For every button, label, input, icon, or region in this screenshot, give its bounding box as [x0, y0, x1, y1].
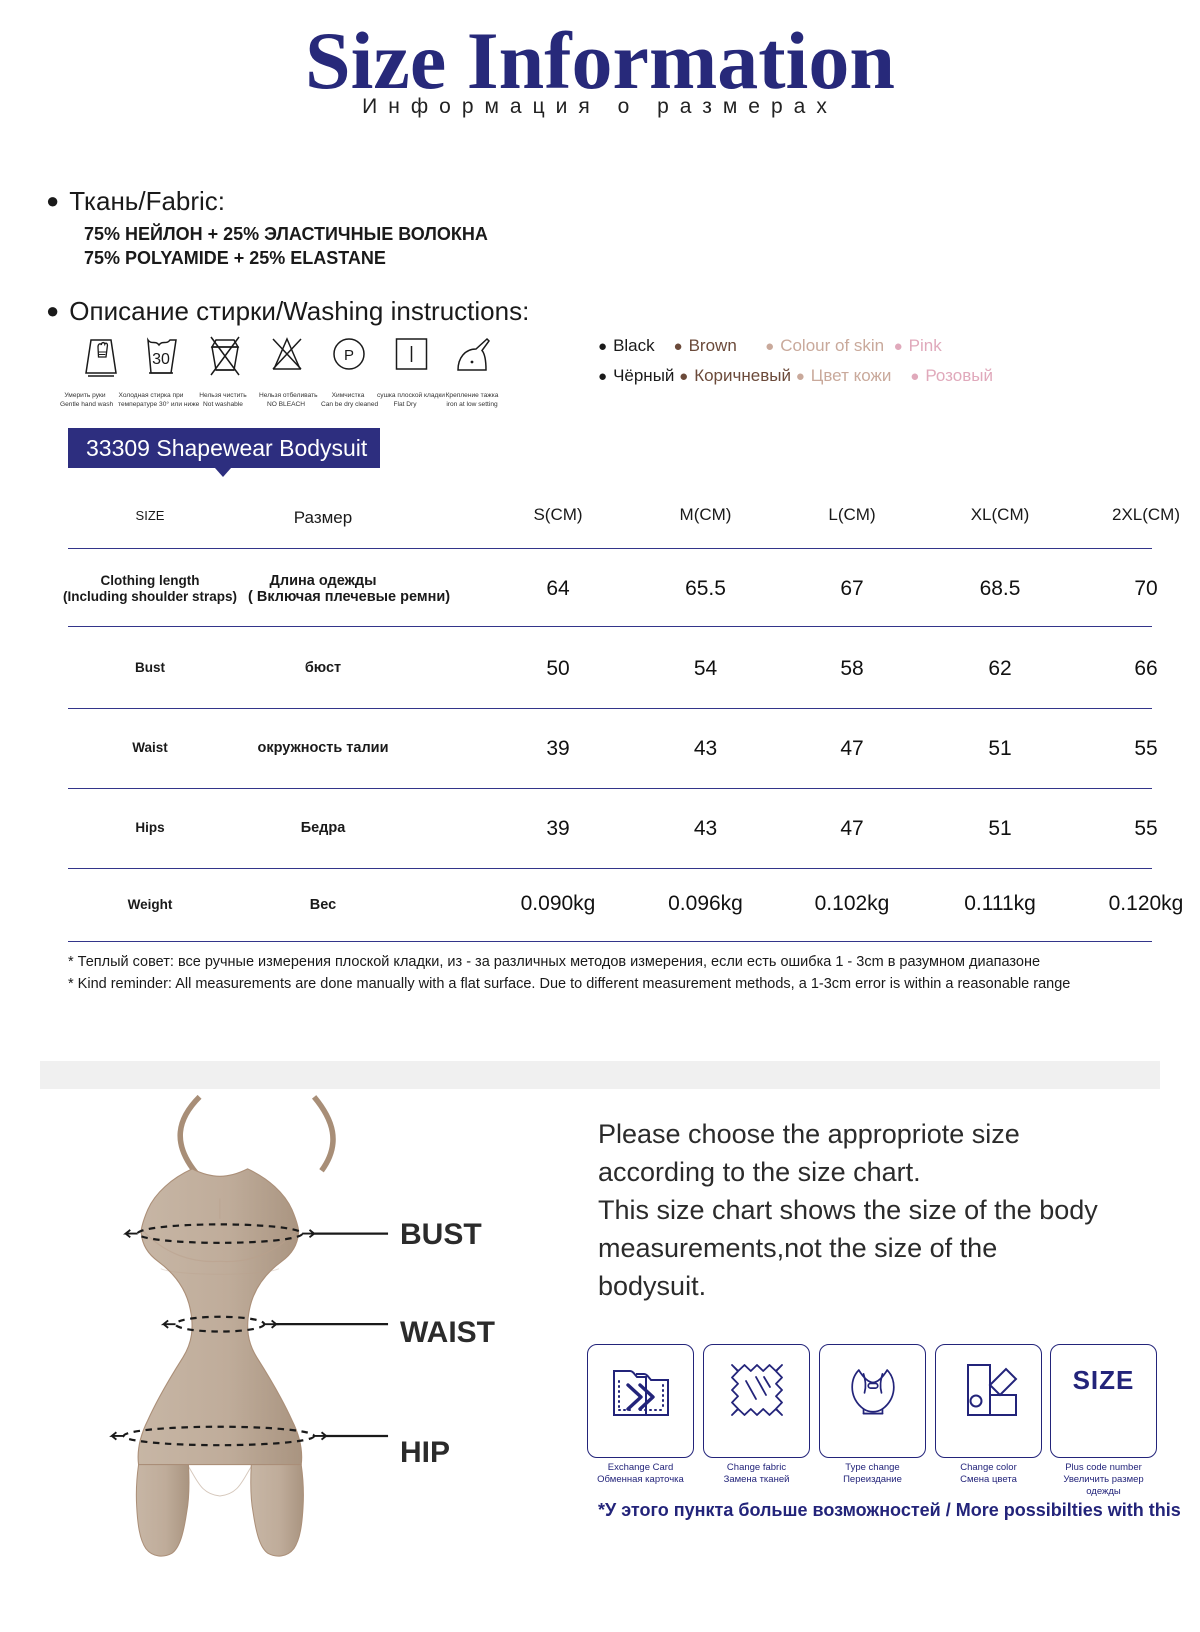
svg-text:30: 30 — [152, 351, 170, 368]
svg-text:P: P — [344, 347, 354, 364]
